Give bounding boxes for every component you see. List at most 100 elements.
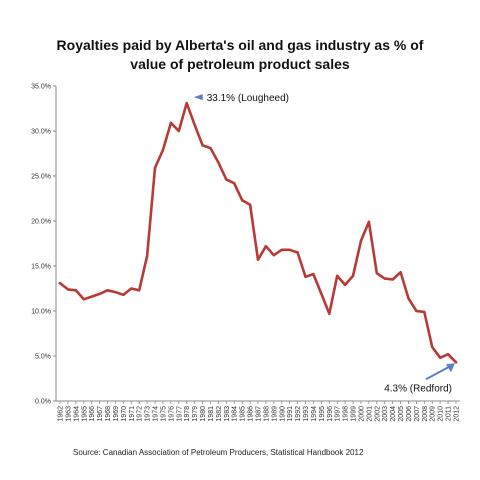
- x-tick-label: 1987: [256, 406, 263, 422]
- data-point: [145, 254, 149, 258]
- data-point: [431, 345, 434, 349]
- y-tick-label: 0.0%: [35, 399, 51, 406]
- data-point: [217, 161, 220, 164]
- data-point: [106, 289, 109, 292]
- x-tick-label: 2001: [366, 406, 373, 422]
- x-tick-label: 1971: [129, 406, 136, 422]
- x-tick-label: 1982: [216, 406, 223, 422]
- data-point: [280, 248, 283, 251]
- redford-arrow-shaft: [425, 364, 453, 381]
- x-tick-label: 1993: [303, 406, 310, 422]
- x-tick-label: 1968: [105, 406, 112, 422]
- y-tick-label: 10.0%: [31, 309, 51, 316]
- data-point: [399, 271, 402, 274]
- chart-title: Royalties paid by Alberta's oil and gas …: [56, 37, 424, 72]
- lougheed-annotation: 33.1% (Lougheed): [207, 93, 289, 104]
- x-tick-label: 2005: [398, 406, 405, 422]
- y-tick-label: 20.0%: [31, 219, 51, 226]
- data-point: [161, 148, 165, 152]
- x-tick-label: 1979: [192, 406, 199, 422]
- x-tick-label: 1976: [168, 406, 175, 422]
- x-tick-label: 2011: [446, 406, 453, 421]
- x-tick-label: 1998: [343, 406, 350, 422]
- data-point: [328, 312, 331, 315]
- data-point: [225, 178, 228, 181]
- x-tick-label: 2007: [414, 406, 421, 422]
- data-point: [438, 356, 442, 359]
- data-point: [264, 245, 268, 248]
- data-point: [248, 203, 252, 206]
- data-point: [98, 292, 101, 296]
- x-tick-label: 2000: [358, 406, 365, 422]
- x-tick-label: 2012: [454, 406, 461, 422]
- data-point: [304, 275, 307, 278]
- x-tick-label: 1983: [224, 406, 231, 422]
- x-tick-label: 1974: [153, 406, 160, 422]
- x-tick-label: 1962: [58, 406, 65, 422]
- data-point: [153, 166, 157, 170]
- x-tick-label: 1994: [311, 406, 318, 422]
- data-point: [90, 295, 93, 298]
- data-point: [138, 289, 141, 292]
- x-tick-label: 1970: [121, 406, 128, 422]
- x-tick-label: 1981: [208, 406, 215, 422]
- data-point: [359, 239, 363, 242]
- data-point: [272, 254, 276, 257]
- data-point: [240, 199, 244, 202]
- source-note: Source: Canadian Association of Petroleu…: [73, 448, 364, 457]
- data-point: [407, 297, 410, 300]
- data-point: [415, 309, 418, 313]
- data-point: [351, 274, 355, 278]
- x-tick-label: 2002: [374, 406, 381, 422]
- data-point: [312, 272, 315, 276]
- data-point: [209, 146, 212, 150]
- y-tick-label: 5.0%: [35, 354, 51, 361]
- x-tick-label: 1966: [89, 406, 96, 422]
- redford-annotation: 4.3% (Redford): [384, 383, 452, 394]
- x-tick-label: 2004: [390, 406, 397, 422]
- data-point: [74, 289, 78, 292]
- x-tick-label: 1992: [295, 406, 302, 422]
- data-point: [288, 248, 291, 251]
- data-point: [375, 272, 378, 275]
- data-point: [130, 287, 133, 290]
- data-point: [343, 283, 347, 287]
- x-tick-label: 1980: [200, 406, 207, 422]
- data-point: [233, 182, 236, 185]
- x-tick-label: 1996: [327, 406, 334, 422]
- x-tick-label: 2003: [382, 406, 389, 422]
- x-tick-label: 1972: [137, 406, 144, 422]
- data-point: [82, 298, 85, 301]
- x-tick-label: 2008: [422, 406, 429, 422]
- x-tick-label: 1967: [97, 406, 104, 422]
- x-tick-label: 1991: [287, 406, 294, 422]
- x-tick-label: 1969: [113, 406, 120, 422]
- x-tick-label: 1973: [145, 406, 152, 422]
- data-point: [58, 281, 62, 285]
- data-point: [256, 258, 260, 261]
- x-tick-label: 1975: [160, 406, 167, 422]
- x-tick-label: 2009: [430, 406, 437, 422]
- x-tick-label: 1984: [232, 406, 239, 422]
- x-tick-label: 1964: [73, 406, 80, 422]
- x-tick-label: 1965: [81, 406, 88, 422]
- data-point: [336, 274, 339, 278]
- x-tick-label: 2010: [438, 406, 445, 422]
- x-tick-label: 1999: [351, 406, 358, 422]
- x-tick-label: 1985: [240, 406, 247, 422]
- x-tick-label: 1990: [279, 406, 286, 422]
- data-point: [185, 101, 188, 105]
- data-point: [177, 129, 180, 133]
- data-point: [66, 288, 70, 291]
- royalty-series-line: [58, 101, 458, 364]
- data-point: [122, 293, 125, 296]
- data-point: [454, 361, 458, 364]
- lougheed-arrow: [193, 94, 203, 101]
- x-tick-label: 1978: [184, 406, 191, 422]
- data-point: [320, 292, 323, 296]
- x-tick-label: 1989: [271, 406, 278, 422]
- x-tick-label: 1986: [248, 406, 255, 422]
- x-tick-label: 1988: [263, 406, 270, 422]
- data-point: [391, 278, 394, 281]
